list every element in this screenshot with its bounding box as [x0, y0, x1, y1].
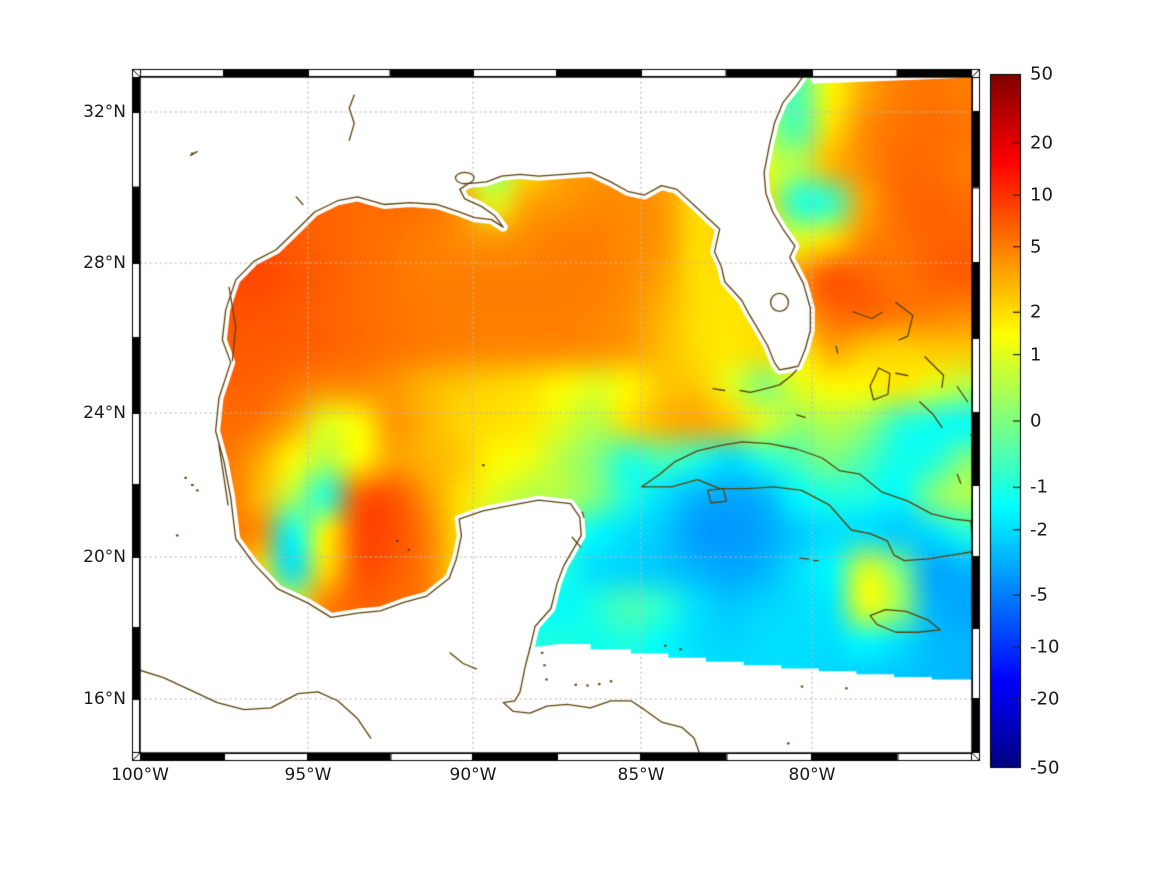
map-canvas	[0, 0, 1167, 875]
figure: 100°W 95°W 90°W 85°W 80°W 32°N 28°N 24°N 20°N 16°…	[0, 0, 1167, 875]
